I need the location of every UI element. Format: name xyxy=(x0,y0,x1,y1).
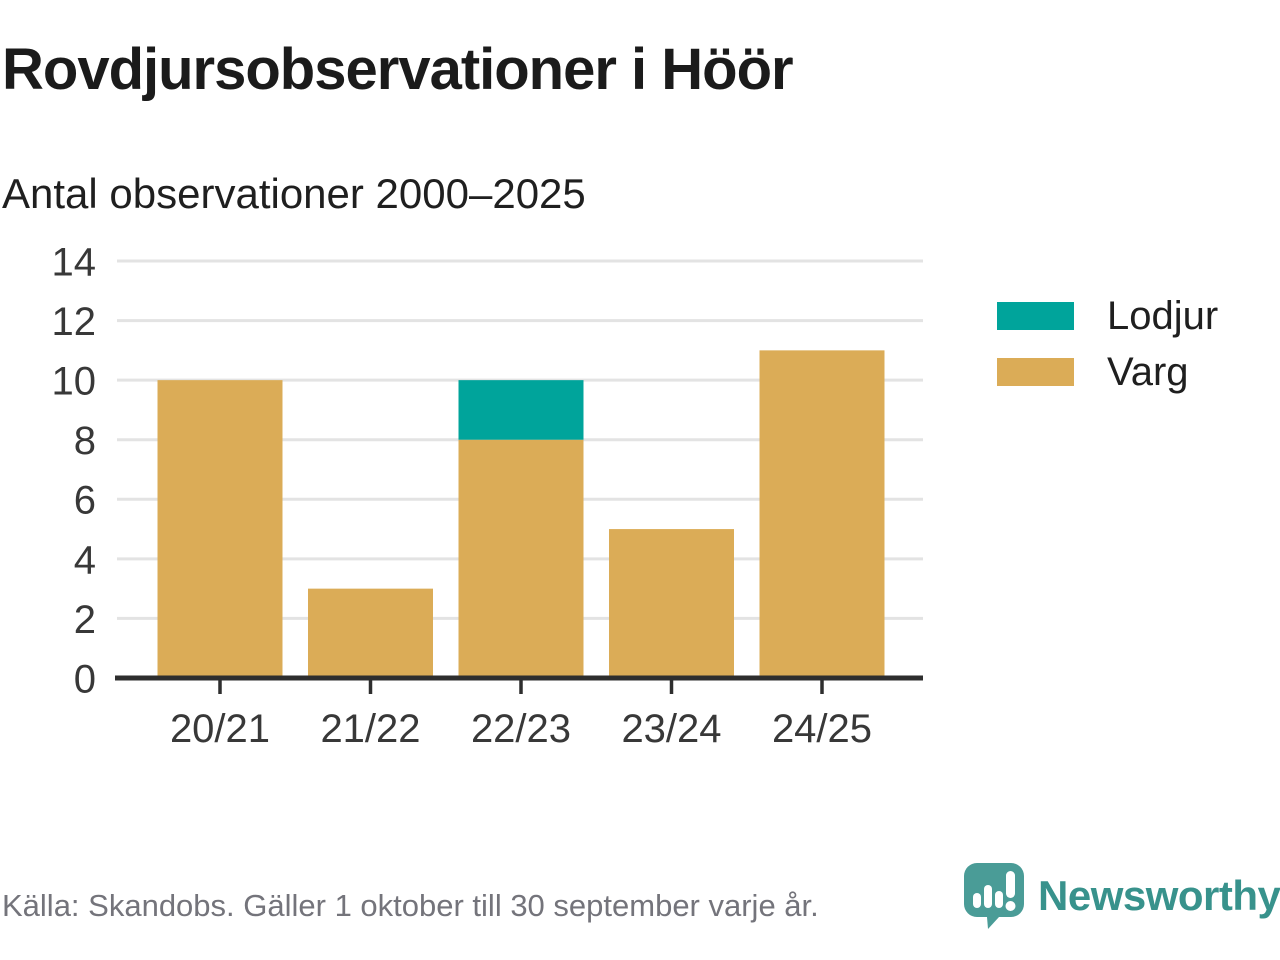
x-tick-label-21/22: 21/22 xyxy=(320,707,420,751)
bar-20/21-varg xyxy=(157,380,283,678)
brand-logo: Newsworthy xyxy=(963,862,1280,930)
y-tick-label-6: 6 xyxy=(74,479,96,523)
legend-item-lodjur: Lodjur xyxy=(997,296,1218,336)
y-tick-label-10: 10 xyxy=(52,360,97,404)
y-tick-label-14: 14 xyxy=(52,240,97,284)
bars xyxy=(157,350,885,678)
x-tick-label-23/24: 23/24 xyxy=(621,707,721,751)
x-tick-label-22/23: 22/23 xyxy=(471,707,571,751)
bar-24/25-varg xyxy=(759,350,885,678)
varg-swatch xyxy=(997,358,1074,386)
bar-22/23-varg xyxy=(458,439,584,678)
x-axis xyxy=(115,675,923,694)
y-tick-label-8: 8 xyxy=(74,419,96,463)
y-tick-label-12: 12 xyxy=(52,300,97,344)
y-tick-label-2: 2 xyxy=(74,598,96,642)
x-tick-label-20/21: 20/21 xyxy=(170,707,270,751)
legend-label: Lodjur xyxy=(1107,294,1219,338)
y-tick-label-4: 4 xyxy=(74,538,96,582)
legend: Lodjur Varg xyxy=(997,296,1218,392)
source-note: Källa: Skandobs. Gäller 1 oktober till 3… xyxy=(2,888,819,923)
bar-23/24-varg xyxy=(609,529,734,678)
legend-item-varg: Varg xyxy=(997,352,1218,392)
bar-chart-speech-bubble-icon xyxy=(964,863,1024,929)
legend-label: Varg xyxy=(1107,350,1189,394)
lodjur-swatch xyxy=(997,302,1074,330)
brand-name: Newsworthy xyxy=(1038,872,1280,919)
y-tick-labels: 0 2 4 6 8 10 12 14 xyxy=(52,240,97,701)
x-tick-labels: 20/21 21/22 22/23 23/24 24/25 xyxy=(170,707,872,751)
page-subtitle: Antal observationer 2000–2025 xyxy=(2,170,586,217)
bar-22/23-lodjur xyxy=(458,380,584,440)
page-title: Rovdjursobservationer i Höör xyxy=(2,37,794,102)
y-tick-label-0: 0 xyxy=(74,657,96,701)
bar-21/22-varg xyxy=(308,588,433,678)
x-tick-label-24/25: 24/25 xyxy=(772,707,872,751)
